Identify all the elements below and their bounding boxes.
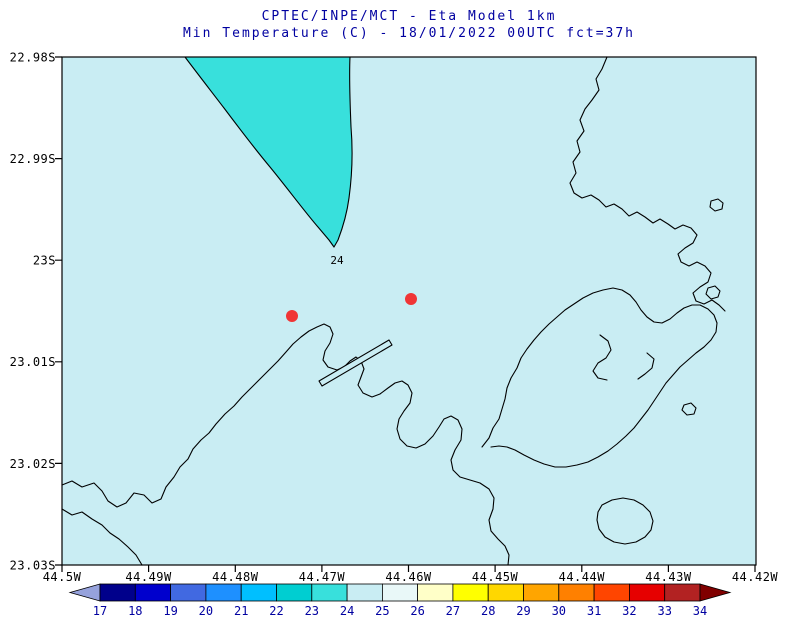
pier-structure bbox=[318, 339, 393, 387]
cold-patch-24-contour bbox=[184, 56, 353, 248]
colorbar-segment bbox=[487, 583, 524, 602]
lat-tick-label: 22.99S bbox=[10, 152, 56, 166]
coastline-southwest bbox=[61, 323, 510, 566]
island-2 bbox=[705, 285, 721, 300]
lon-tick-label: 44.45W bbox=[472, 570, 519, 584]
station-marker-1 bbox=[286, 310, 298, 322]
colorbar-segment bbox=[240, 583, 277, 602]
lon-tick-label: 44.49W bbox=[125, 570, 172, 584]
colorbar-tick-label: 23 bbox=[305, 604, 319, 618]
coastline-bay bbox=[481, 287, 718, 468]
colorbar-segment bbox=[664, 583, 701, 602]
lon-ticks bbox=[61, 565, 756, 572]
island-1 bbox=[709, 198, 724, 212]
lon-tick-label: 44.42W bbox=[732, 570, 779, 584]
map-background bbox=[62, 57, 756, 565]
colorbar-segment bbox=[134, 583, 172, 602]
lon-tick-label: 44.43W bbox=[645, 570, 692, 584]
colorbar-segment bbox=[593, 583, 630, 602]
coastline-bottom-left bbox=[61, 508, 143, 566]
lat-tick-label: 23.03S bbox=[10, 559, 56, 573]
island-3 bbox=[681, 402, 697, 416]
lon-tick-label: 44.47W bbox=[299, 570, 346, 584]
colorbar-left-arrow bbox=[68, 583, 101, 602]
colorbar-tick-label: 33 bbox=[657, 604, 671, 618]
lat-tick-label: 23.02S bbox=[10, 457, 56, 471]
map-area: 24 bbox=[61, 56, 757, 566]
colorbar-tick-label: 30 bbox=[552, 604, 566, 618]
colorbar-segment bbox=[523, 583, 560, 602]
colorbar-segment bbox=[205, 583, 242, 602]
colorbar-segment bbox=[629, 583, 666, 602]
contour-label-24: 24 bbox=[330, 254, 344, 267]
coastline-northeast bbox=[569, 56, 726, 312]
colorbar-tick-label: 31 bbox=[587, 604, 601, 618]
island-south bbox=[596, 497, 654, 545]
colorbar-tick-label: 29 bbox=[516, 604, 530, 618]
chart-title: CPTEC/INPE/MCT - Eta Model 1km bbox=[262, 9, 557, 24]
lat-ticks bbox=[55, 56, 62, 566]
lon-tick-label: 44.44W bbox=[559, 570, 606, 584]
colorbar-segment bbox=[170, 583, 207, 602]
colorbar-tick-label: 28 bbox=[481, 604, 495, 618]
lon-tick-label: 44.5W bbox=[43, 570, 82, 584]
colorbar-right-arrow bbox=[699, 583, 732, 602]
colorbar-segment bbox=[452, 583, 489, 602]
bay-inlet-2 bbox=[637, 352, 655, 380]
colorbar-segment bbox=[417, 583, 454, 602]
colorbar-segment bbox=[381, 583, 419, 602]
lat-tick-label: 23.01S bbox=[10, 355, 56, 369]
colorbar-segment bbox=[558, 583, 595, 602]
bay-inlet-1 bbox=[592, 334, 612, 381]
colorbar-tick-label: 32 bbox=[622, 604, 636, 618]
colorbar-tick-label: 19 bbox=[163, 604, 177, 618]
colorbar: 17 18 19 20 21 22 23 24 25 26 27 28 29 3… bbox=[68, 583, 732, 618]
colorbar-tick-label: 22 bbox=[269, 604, 283, 618]
colorbar-segment bbox=[276, 583, 313, 602]
colorbar-tick-label: 25 bbox=[375, 604, 389, 618]
lon-tick-label: 44.48W bbox=[212, 570, 259, 584]
colorbar-segment bbox=[311, 583, 348, 602]
colorbar-tick-label: 20 bbox=[199, 604, 213, 618]
colorbar-tick-label: 27 bbox=[446, 604, 460, 618]
colorbar-segment bbox=[99, 583, 136, 602]
colorbar-tick-label: 21 bbox=[234, 604, 248, 618]
colorbar-tick-label: 26 bbox=[410, 604, 424, 618]
colorbar-tick-label: 18 bbox=[128, 604, 142, 618]
lon-tick-label: 44.46W bbox=[385, 570, 432, 584]
chart-subtitle: Min Temperature (C) - 18/01/2022 00UTC f… bbox=[183, 26, 635, 41]
lat-tick-label: 23S bbox=[33, 254, 56, 268]
station-marker-2 bbox=[405, 293, 417, 305]
colorbar-segment bbox=[346, 583, 383, 602]
colorbar-tick-label: 24 bbox=[340, 604, 354, 618]
colorbar-tick-label: 17 bbox=[93, 604, 107, 618]
colorbar-tick-label: 34 bbox=[693, 604, 707, 618]
lat-tick-label: 22.98S bbox=[10, 51, 56, 65]
